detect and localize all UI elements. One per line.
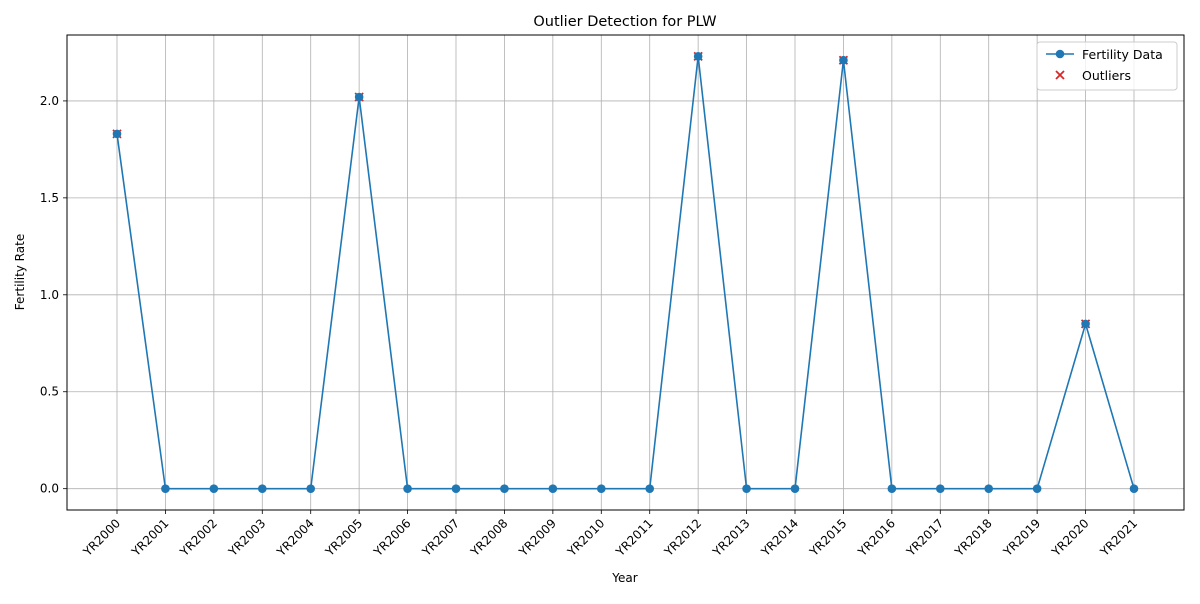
legend-label-outliers: Outliers bbox=[1082, 68, 1131, 83]
legend: Fertility Data Outliers bbox=[1036, 41, 1178, 91]
y-tick-label: 0.5 bbox=[40, 385, 59, 399]
data-point bbox=[1032, 484, 1042, 493]
data-point bbox=[839, 55, 848, 65]
data-point bbox=[693, 52, 703, 61]
series-line-fertility-data bbox=[116, 55, 1135, 490]
chart-title: Outlier Detection for PLW bbox=[533, 14, 716, 30]
data-point bbox=[500, 484, 509, 493]
y-tick-label: 1.0 bbox=[40, 288, 59, 302]
data-point bbox=[596, 484, 606, 493]
data-point bbox=[354, 92, 364, 102]
data-point bbox=[257, 484, 267, 493]
data-point bbox=[209, 484, 219, 493]
legend-circle-marker-icon bbox=[1055, 49, 1065, 59]
data-point bbox=[548, 484, 558, 493]
data-point bbox=[306, 484, 316, 493]
data-point bbox=[403, 484, 412, 493]
data-point bbox=[1081, 319, 1090, 329]
data-point bbox=[984, 484, 994, 493]
y-axis-label: Fertility Rate bbox=[13, 234, 27, 310]
data-point bbox=[887, 484, 897, 493]
legend-x-marker-icon bbox=[1055, 70, 1065, 80]
legend-label-fertility-data: Fertility Data bbox=[1082, 47, 1163, 62]
data-point bbox=[451, 484, 461, 493]
data-point bbox=[112, 129, 122, 139]
data-point bbox=[1129, 484, 1139, 493]
data-point bbox=[790, 484, 800, 493]
y-tick-label: 2.0 bbox=[40, 94, 59, 108]
y-tick-label: 0.0 bbox=[40, 482, 59, 496]
data-point bbox=[645, 484, 655, 493]
plot-area bbox=[112, 51, 1139, 493]
plot-frame bbox=[66, 34, 1185, 511]
grid-lines bbox=[67, 35, 1184, 510]
x-axis-label: Year bbox=[611, 571, 637, 585]
data-point bbox=[742, 484, 751, 493]
data-point bbox=[935, 484, 945, 493]
y-tick-label: 1.5 bbox=[40, 191, 59, 205]
data-point bbox=[161, 484, 170, 493]
